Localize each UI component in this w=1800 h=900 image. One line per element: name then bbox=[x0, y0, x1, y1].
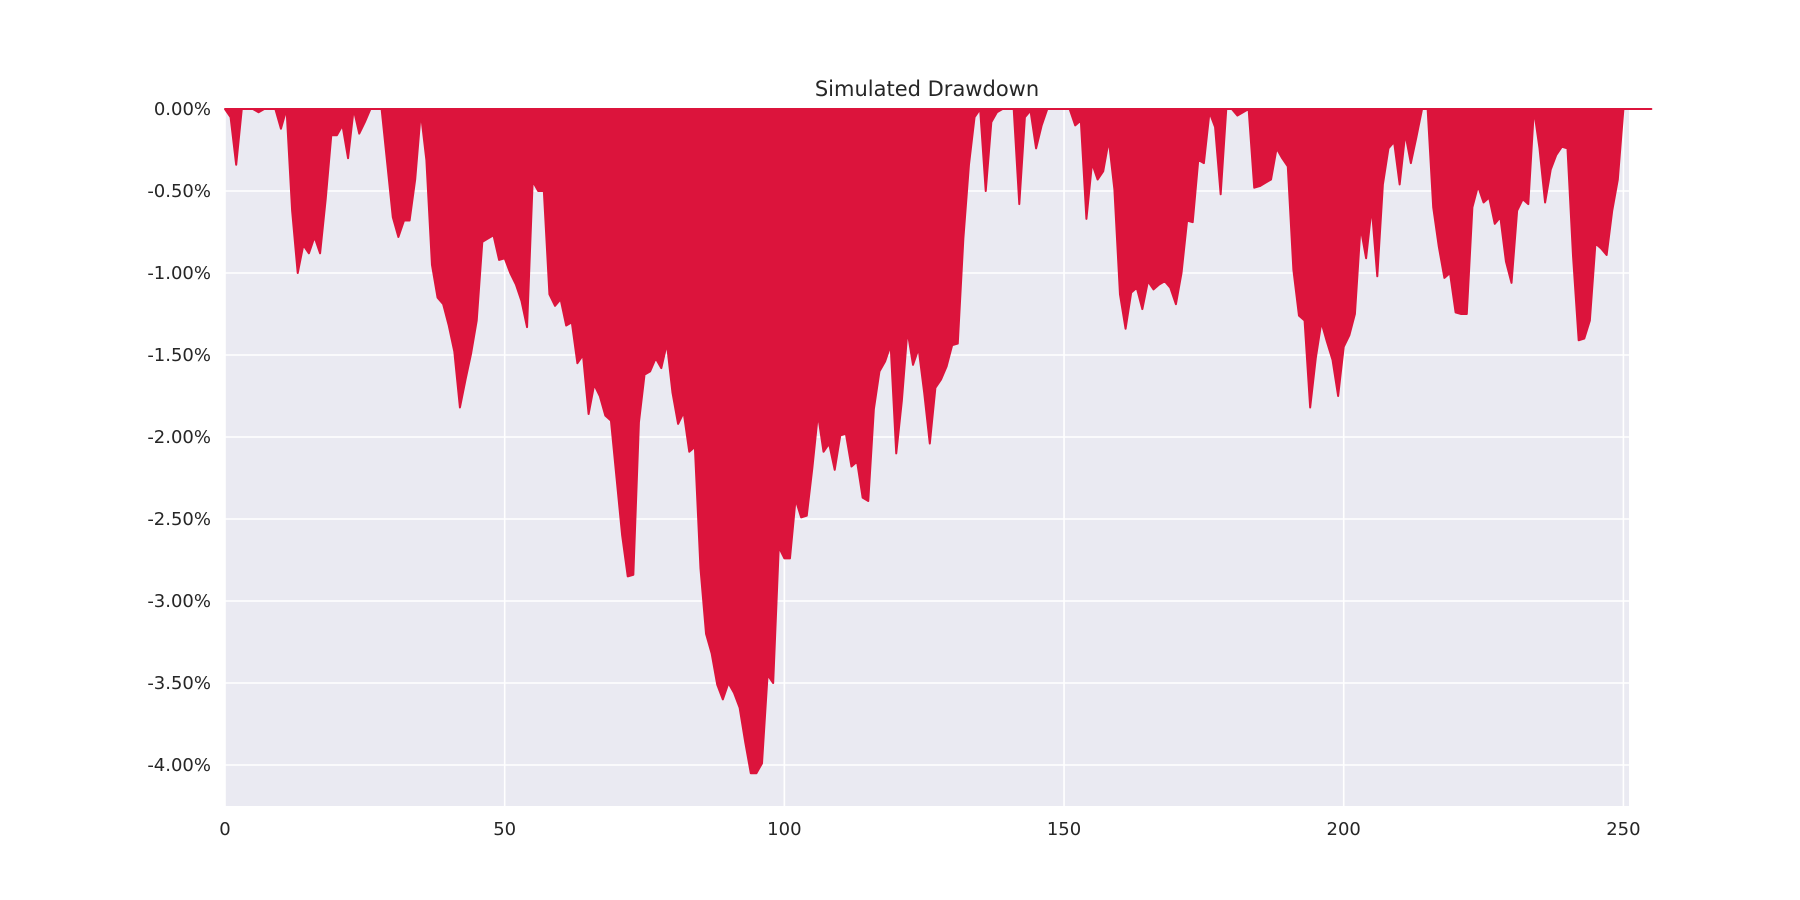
y-tick-label: -3.50% bbox=[147, 673, 211, 694]
x-tick-label: 200 bbox=[1327, 819, 1361, 840]
y-tick-label: -2.00% bbox=[147, 427, 211, 448]
chart-title: Simulated Drawdown bbox=[815, 77, 1039, 101]
y-tick-label: -2.50% bbox=[147, 509, 211, 530]
x-tick-label: 50 bbox=[493, 819, 516, 840]
y-tick-label: -3.00% bbox=[147, 591, 211, 612]
y-tick-label: -1.00% bbox=[147, 263, 211, 284]
y-axis-ticks: 0.00% -0.50% -1.00% -1.50% -2.00% -2.50% -3.00… bbox=[147, 99, 211, 776]
y-tick-label: -0.50% bbox=[147, 181, 211, 202]
drawdown-area bbox=[224, 108, 1653, 775]
x-tick-label: 250 bbox=[1606, 819, 1640, 840]
y-tick-label: -4.00% bbox=[147, 755, 211, 776]
x-tick-label: 0 bbox=[219, 819, 230, 840]
x-tick-label: 100 bbox=[767, 819, 801, 840]
y-tick-label: -1.50% bbox=[147, 345, 211, 366]
x-tick-label: 150 bbox=[1047, 819, 1081, 840]
y-tick-label: 0.00% bbox=[154, 99, 211, 120]
x-axis-ticks: 0 50 100 150 200 250 bbox=[219, 819, 1640, 840]
